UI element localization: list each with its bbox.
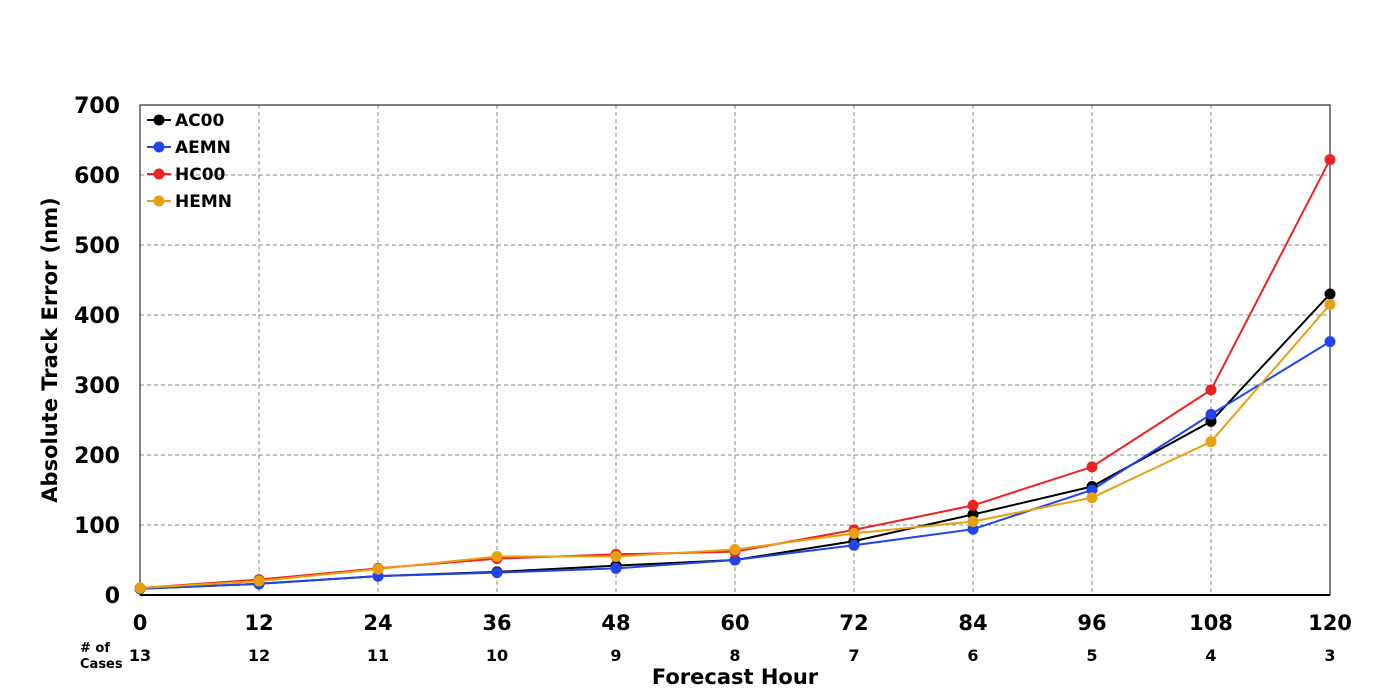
- y-axis-title: Absolute Track Error (nm): [38, 197, 62, 502]
- data-point-hc00: [967, 499, 979, 511]
- data-point-hemn: [610, 551, 622, 562]
- y-tick-label: 700: [74, 94, 120, 119]
- x-tick-label: 12: [244, 611, 273, 635]
- x-tick-label: 84: [958, 611, 987, 635]
- data-point-aemn: [491, 567, 503, 579]
- case-count-label: 6: [967, 646, 978, 665]
- data-point-aemn: [729, 554, 741, 566]
- data-point-aemn: [1205, 408, 1217, 420]
- case-count-label: 12: [248, 646, 270, 665]
- data-point-aemn: [967, 523, 979, 535]
- series-layer: [134, 154, 1336, 595]
- cases-title-line1: # of: [80, 641, 110, 656]
- data-point-ac00: [1324, 288, 1336, 300]
- data-point-aemn: [1324, 336, 1336, 348]
- data-point-hemn: [372, 563, 384, 575]
- data-point-hemn: [1324, 299, 1336, 310]
- data-point-hemn: [1086, 492, 1098, 504]
- x-tick-label: 36: [482, 611, 511, 635]
- case-count-label: 3: [1324, 646, 1335, 665]
- y-tick-label: 500: [74, 234, 120, 259]
- x-tick-label: 0: [133, 611, 148, 635]
- x-tick-label: 120: [1308, 611, 1352, 635]
- grid: [140, 105, 1330, 595]
- case-count-label: 9: [610, 646, 621, 665]
- data-point-hemn: [1205, 436, 1217, 448]
- cases-title-line2: Cases: [80, 657, 123, 672]
- legend-marker-hemn: [153, 195, 165, 207]
- case-count-labels: 13 12 11 10 9 8 7 6 5 4 3: [129, 646, 1336, 665]
- case-count-label: 11: [367, 646, 389, 665]
- y-tick-label: 600: [74, 164, 120, 189]
- x-tick-label: 96: [1077, 611, 1106, 635]
- data-point-aemn: [610, 562, 622, 574]
- x-tick-label: 72: [839, 611, 868, 635]
- case-count-label: 5: [1086, 646, 1097, 665]
- data-point-hemn: [491, 551, 503, 562]
- x-axis-title: Forecast Hour: [652, 665, 819, 689]
- data-point-hemn: [253, 575, 265, 587]
- legend-label-ac00: AC00: [175, 111, 224, 131]
- case-count-label: 13: [129, 646, 151, 665]
- y-tick-label: 200: [74, 444, 120, 469]
- y-tick-label: 100: [74, 514, 120, 539]
- data-point-aemn: [1086, 484, 1098, 496]
- case-count-label: 10: [486, 646, 508, 665]
- legend-label-aemn: AEMN: [175, 138, 231, 158]
- case-count-label: 8: [729, 646, 740, 665]
- x-tick-label: 24: [363, 611, 392, 635]
- data-point-hemn: [967, 516, 979, 527]
- legend-marker-aemn: [153, 141, 165, 153]
- data-point-hemn: [848, 527, 860, 539]
- y-tick-label: 400: [74, 304, 120, 329]
- data-point-hc00: [1205, 384, 1217, 396]
- data-point-hc00: [1086, 461, 1098, 473]
- legend-marker-ac00: [153, 114, 165, 126]
- legend: AC00 AEMN HC00 HEMN: [147, 111, 232, 212]
- x-tick-label: 60: [720, 611, 749, 635]
- y-tick-label: 0: [105, 584, 120, 609]
- legend-label-hc00: HC00: [175, 165, 226, 185]
- data-point-hemn: [134, 582, 146, 594]
- case-count-label: 7: [848, 646, 859, 665]
- y-tick-label: 300: [74, 374, 120, 399]
- data-point-hemn: [729, 544, 741, 555]
- x-tick-label: 108: [1189, 611, 1233, 635]
- x-tick-label: 48: [601, 611, 630, 635]
- x-tick-labels: 0 12 24 36 48 60 72 84 96 108 120: [133, 611, 1352, 635]
- case-count-label: 4: [1205, 646, 1216, 665]
- legend-label-hemn: HEMN: [175, 192, 232, 212]
- data-point-aemn: [848, 539, 860, 551]
- y-tick-labels: 0 100 200 300 400 500 600 700: [74, 94, 120, 609]
- data-point-hc00: [1324, 154, 1336, 166]
- legend-marker-hc00: [153, 168, 165, 180]
